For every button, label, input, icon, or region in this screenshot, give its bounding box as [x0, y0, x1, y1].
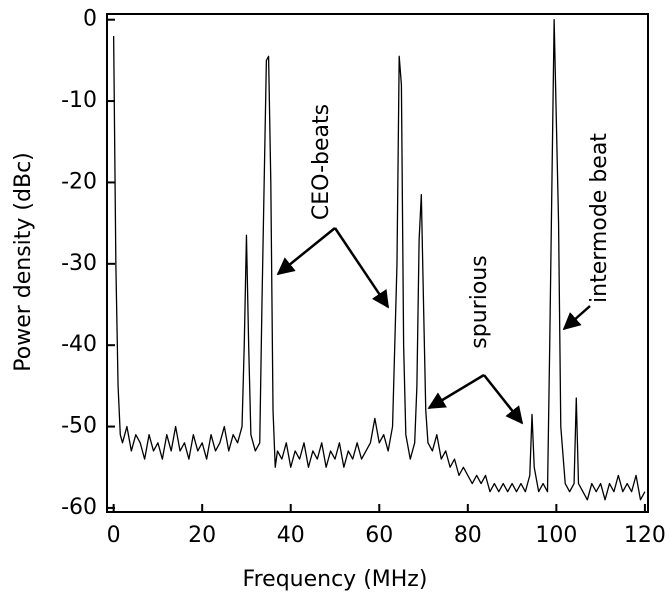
annotation: intermode beat — [587, 133, 612, 303]
x-tick-label: 60 — [365, 523, 393, 548]
y-tick-label: -50 — [61, 414, 97, 439]
annotation: CEO-beats — [309, 104, 334, 220]
x-tick-label: 40 — [277, 523, 305, 548]
annotation-arrows — [276, 227, 591, 425]
y-tick-label: -40 — [61, 332, 97, 357]
y-tick-label: -20 — [61, 169, 97, 194]
plot-frame — [106, 13, 649, 513]
y-tick-label: -30 — [61, 251, 97, 276]
x-tick-label: 100 — [535, 523, 577, 548]
y-tick-label: 0 — [83, 7, 97, 32]
y-axis-label: Power density (dBc) — [11, 152, 36, 371]
x-tick-label: 20 — [188, 523, 216, 548]
x-tick-label: 0 — [107, 523, 121, 548]
spectrum-line — [112, 19, 646, 501]
x-axis-label: Frequency (MHz) — [243, 567, 428, 592]
y-tick-label: -10 — [61, 88, 97, 113]
x-tick-label: 80 — [454, 523, 482, 548]
x-tick-label: 120 — [624, 523, 666, 548]
y-tick-label: -60 — [61, 495, 97, 520]
annotation: spurious — [467, 255, 492, 348]
